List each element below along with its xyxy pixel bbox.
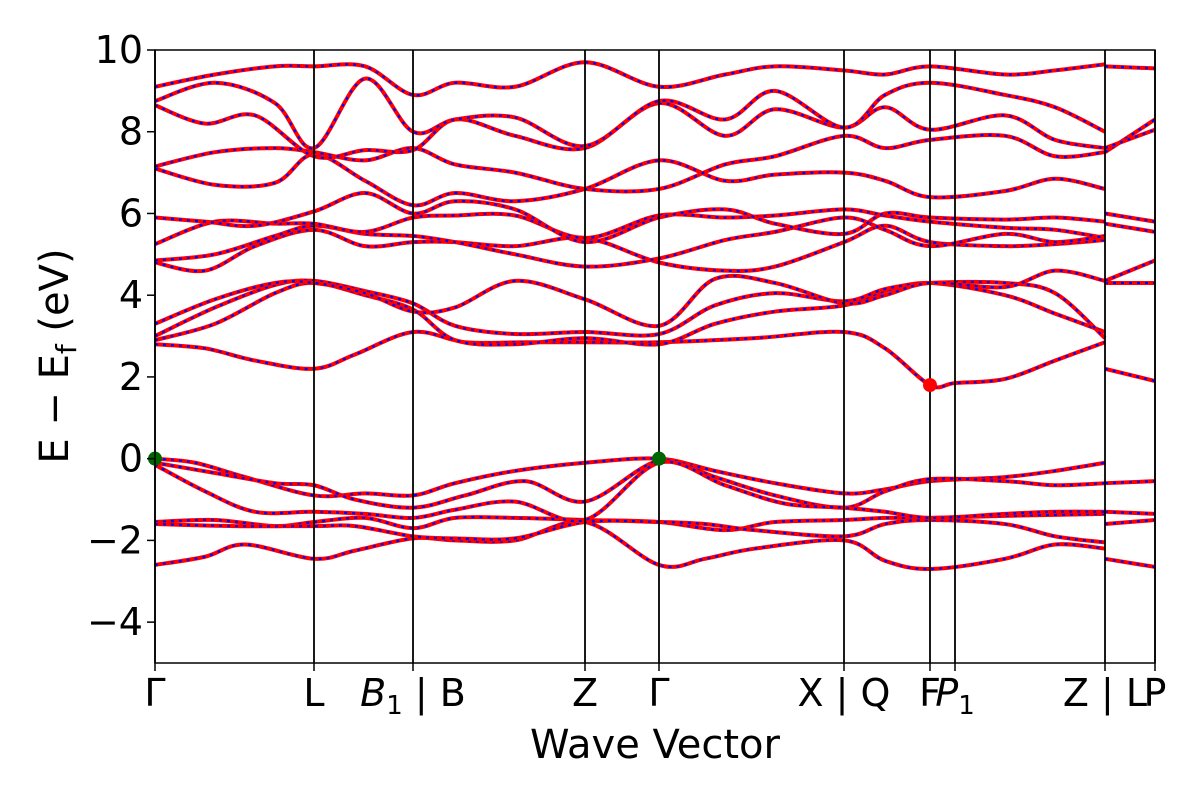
x-tick-label: Γ [648, 671, 669, 715]
band-line-dashed [1104, 367, 1155, 383]
y-tick-label: 0 [119, 437, 143, 481]
band-line-dashed [1104, 518, 1155, 526]
x-tick-label: X | Q [798, 671, 891, 716]
band-line-solid [155, 519, 1106, 572]
band-0 [155, 519, 1106, 572]
band-21 [1104, 517, 1155, 527]
band-line-dashed [1104, 65, 1155, 70]
band-23 [1104, 366, 1155, 383]
band-line-dashed [155, 153, 1106, 207]
band-19 [1104, 479, 1155, 486]
x-axis-ticks: Γ L B1 | B Z Γ X | Q FP1 Z | LP [144, 663, 1166, 721]
y-tick-label: 2 [119, 355, 143, 399]
band-line-dashed [155, 279, 1106, 339]
x-tick-label: Z | L [1063, 671, 1147, 716]
band-line-solid [155, 191, 1106, 245]
band-line-dashed [155, 208, 1106, 246]
band-line-solid [155, 60, 1106, 98]
band-line-dashed [1104, 212, 1155, 223]
x-tick-label: P1 [935, 671, 974, 721]
band-22 [1104, 556, 1155, 569]
x-tick-label: F [919, 671, 941, 715]
y-tick-label: −2 [87, 518, 143, 562]
band-8 [155, 278, 1107, 340]
band-line-dashed [155, 269, 1106, 328]
band-25 [1104, 258, 1155, 283]
band-edge-marker [923, 378, 937, 393]
x-tick-label: Γ [144, 671, 165, 715]
y-tick-label: 10 [95, 28, 143, 72]
kpoint-lines [154, 50, 1156, 663]
band-20 [1104, 509, 1155, 516]
band-line-dashed [1104, 128, 1155, 150]
band-line-solid [155, 329, 1106, 390]
plot-frame [154, 49, 1156, 664]
y-axis-label: E − Ef (eV) [32, 248, 83, 463]
band-line-dashed [155, 330, 1106, 389]
band-line-solid [155, 278, 1107, 340]
x-tick-label: Z [572, 671, 598, 715]
band-14 [155, 152, 1106, 208]
band-line-dashed [1104, 259, 1155, 282]
band-line-dashed [1104, 480, 1155, 485]
band-line-dashed [155, 518, 1106, 544]
band-edge-markers [148, 378, 937, 466]
band-6 [155, 329, 1106, 390]
band-line-dashed [1104, 510, 1155, 515]
y-tick-label: 4 [119, 273, 143, 317]
x-tick-label: L [303, 671, 324, 715]
band-edge-marker [652, 451, 666, 466]
band-line-dashed [1104, 557, 1155, 569]
band-12 [155, 207, 1106, 246]
band-line-dashed [1104, 222, 1155, 233]
band-line-dashed [155, 216, 1106, 268]
band-30 [1104, 64, 1155, 71]
x-axis-label: Wave Vector [530, 722, 781, 768]
y-axis-label-main: E − E [32, 354, 78, 464]
band-line-solid [155, 152, 1106, 208]
y-tick-label: −4 [87, 600, 143, 644]
y-axis-label-sub: f [50, 343, 83, 354]
y-axis-label-unit: (eV) [32, 248, 78, 344]
band-line-dashed [155, 520, 1106, 571]
y-axis-ticks: −4 −2 0 2 4 6 8 10 [87, 28, 155, 644]
band-18 [155, 60, 1106, 98]
x-tick-label: B1 | B [360, 671, 466, 721]
x-tick-label: P [1144, 671, 1167, 715]
y-tick-label: 8 [119, 110, 143, 154]
band-27 [1104, 211, 1155, 224]
band-26 [1104, 221, 1155, 234]
y-tick-label: 6 [119, 191, 143, 235]
band-9 [155, 268, 1106, 329]
band-13 [155, 191, 1106, 245]
band-lines [155, 60, 1155, 572]
band-29 [1104, 127, 1155, 150]
